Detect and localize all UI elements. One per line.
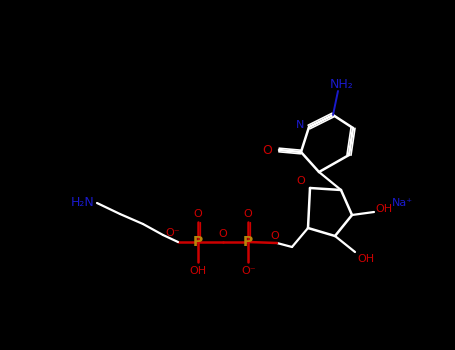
Text: O: O	[296, 176, 305, 186]
Text: O⁻: O⁻	[242, 266, 256, 276]
Text: OH: OH	[357, 254, 374, 264]
Text: Na⁺: Na⁺	[392, 198, 413, 208]
Text: O: O	[262, 144, 272, 156]
Text: P: P	[193, 235, 203, 249]
Text: P: P	[243, 235, 253, 249]
Text: O: O	[271, 231, 279, 241]
Text: O: O	[243, 209, 253, 219]
Text: O: O	[194, 209, 202, 219]
Text: N: N	[296, 120, 304, 130]
Text: NH₂: NH₂	[330, 77, 354, 91]
Text: H₂N: H₂N	[70, 196, 94, 209]
Text: O⁻: O⁻	[166, 228, 180, 238]
Text: OH: OH	[189, 266, 207, 276]
Text: O: O	[218, 229, 228, 239]
Text: OH: OH	[375, 204, 392, 214]
